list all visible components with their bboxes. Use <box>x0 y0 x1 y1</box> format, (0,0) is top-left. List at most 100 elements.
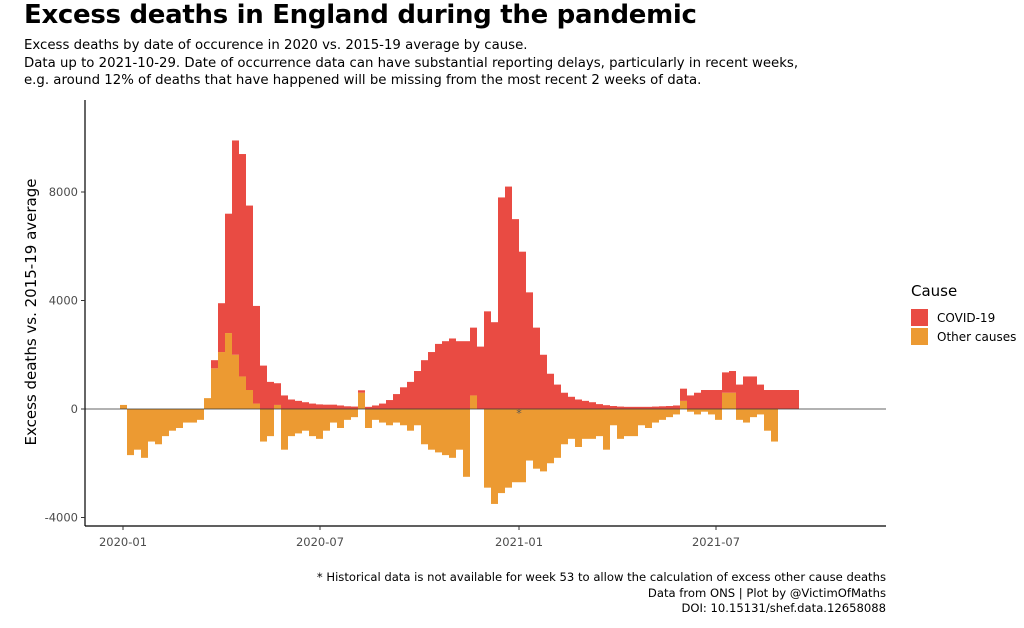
bar-other-causes <box>365 409 372 428</box>
bar-covid <box>309 403 316 409</box>
bar-other-causes <box>505 409 512 488</box>
legend-label-covid: COVID-19 <box>937 310 996 325</box>
caption-line: DOI: 10.15131/shef.data.12658088 <box>681 601 886 615</box>
bar-other-causes <box>757 409 764 415</box>
bar-other-causes <box>589 409 596 439</box>
bar-covid <box>687 395 694 409</box>
bar-other-causes <box>162 409 169 437</box>
bar-other-causes <box>617 409 624 439</box>
bar-other-causes <box>463 409 470 477</box>
bar-other-causes <box>253 403 260 409</box>
bar-other-causes <box>708 409 715 415</box>
bar-other-causes <box>715 409 722 420</box>
bar-other-causes <box>169 409 176 431</box>
bar-covid <box>253 305 260 404</box>
bar-other-causes <box>148 409 155 442</box>
subtitle-line: Excess deaths by date of occurence in 20… <box>24 38 528 53</box>
bar-other-causes <box>540 409 547 472</box>
bar-other-causes <box>666 409 673 418</box>
bar-other-causes <box>561 409 568 445</box>
bar-covid <box>624 406 631 409</box>
bar-covid <box>743 376 750 409</box>
bar-other-causes <box>694 409 701 415</box>
bar-other-causes <box>302 409 309 431</box>
bar-covid <box>533 327 540 410</box>
bar-covid <box>239 154 246 377</box>
bar-covid <box>666 406 673 409</box>
bar-other-causes <box>218 352 225 409</box>
bar-covid <box>463 341 470 409</box>
bar-other-causes <box>596 409 603 437</box>
bar-other-causes <box>512 409 519 483</box>
bar-covid <box>792 390 799 409</box>
bar-covid <box>652 406 659 409</box>
bar-other-causes <box>771 409 778 442</box>
bar-covid <box>232 140 239 355</box>
bar-other-causes <box>127 409 134 456</box>
y-tick-label: 8000 <box>49 185 78 199</box>
legend-item-other: Other causes <box>911 327 1016 346</box>
chart-subtitle: Excess deaths by date of occurence in 20… <box>24 37 798 90</box>
bar-other-causes <box>197 409 204 420</box>
bar-other-causes <box>155 409 162 445</box>
bar-other-causes <box>211 368 218 409</box>
bar-covid <box>526 292 533 409</box>
bar-covid <box>372 405 379 409</box>
legend-title: Cause <box>911 282 958 300</box>
bar-other-causes <box>729 392 736 409</box>
bar-other-causes <box>603 409 610 450</box>
bar-other-causes <box>274 404 281 409</box>
bar-other-causes <box>267 409 274 437</box>
bar-covid <box>288 399 295 409</box>
bar-other-causes <box>358 392 365 409</box>
bar-other-causes <box>134 409 141 450</box>
bar-covid <box>449 338 456 409</box>
bar-other-causes <box>330 409 337 423</box>
bar-other-causes <box>281 409 288 450</box>
bar-covid <box>750 376 757 409</box>
bar-other-causes <box>645 409 652 428</box>
bar-covid <box>708 390 715 409</box>
bar-other-causes <box>351 409 358 418</box>
bar-covid <box>414 371 421 409</box>
x-tick-label: 2020-01 <box>99 535 147 549</box>
bar-covid <box>470 327 477 396</box>
bar-covid <box>715 390 722 409</box>
bar-covid <box>267 381 274 410</box>
bar-other-causes <box>743 409 750 423</box>
bar-covid <box>540 354 547 409</box>
bar-covid <box>617 406 624 409</box>
bar-covid <box>379 403 386 409</box>
bar-other-causes <box>673 409 680 415</box>
x-tick-label: 2021-07 <box>692 535 740 549</box>
legend-swatch-covid <box>911 309 928 326</box>
bar-other-causes <box>736 409 743 420</box>
bar-other-causes <box>575 409 582 447</box>
bar-covid <box>428 352 435 409</box>
x-tick-label: 2020-07 <box>296 535 344 549</box>
x-tick-label: 2021-01 <box>495 535 543 549</box>
bar-other-causes <box>526 409 533 461</box>
bar-other-causes <box>701 409 708 412</box>
bar-covid <box>484 311 491 409</box>
bar-other-causes <box>246 390 253 409</box>
bar-covid <box>323 404 330 409</box>
bar-other-causes <box>442 409 449 456</box>
bar-covid <box>596 404 603 409</box>
bar-covid <box>365 406 372 409</box>
bar-covid <box>778 390 785 409</box>
bar-covid <box>442 341 449 409</box>
bar-other-causes <box>379 409 386 423</box>
bar-covid <box>260 365 267 409</box>
bar-covid <box>407 381 414 410</box>
bar-covid <box>456 341 463 409</box>
bar-covid <box>351 406 358 409</box>
bar-other-causes <box>183 409 190 423</box>
week53-marker: * <box>516 407 522 420</box>
bar-other-causes <box>190 409 197 423</box>
bar-other-causes <box>435 409 442 453</box>
bar-covid <box>694 392 701 409</box>
bar-covid <box>631 406 638 409</box>
bar-covid <box>512 219 519 410</box>
y-tick-label: 4000 <box>49 294 78 308</box>
